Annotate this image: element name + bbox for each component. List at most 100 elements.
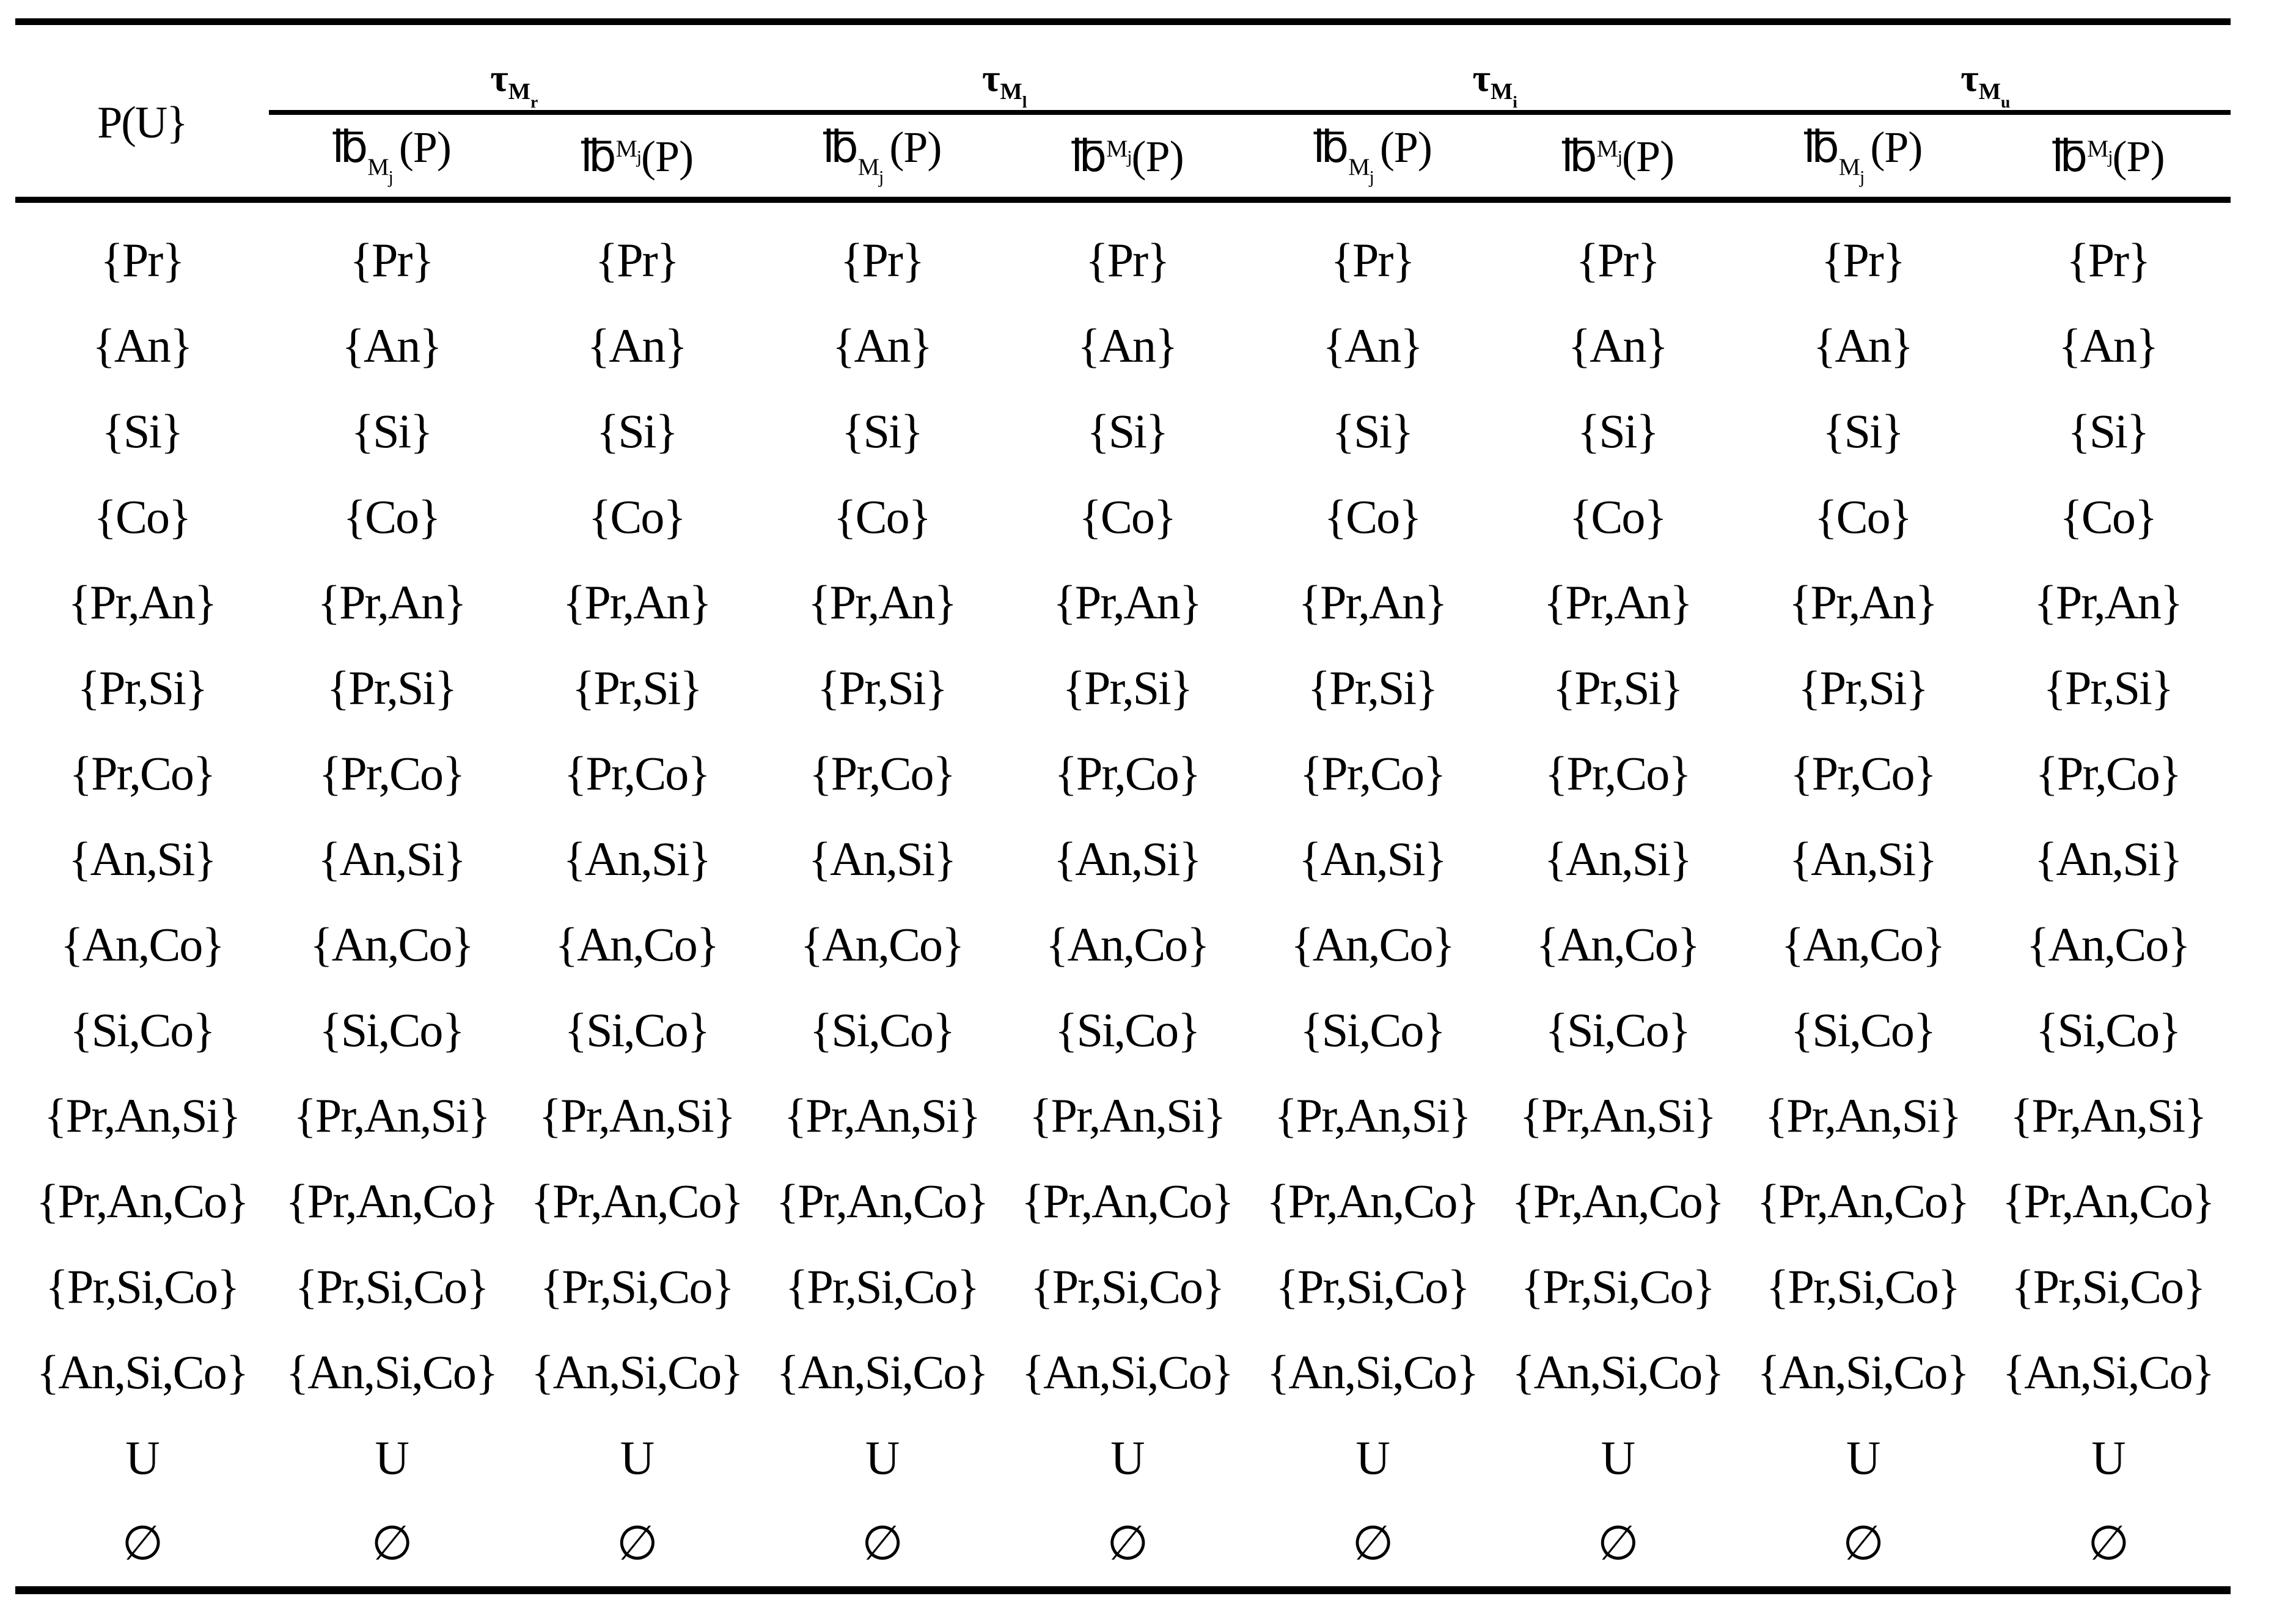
row-label: {Pr,An,Si} xyxy=(44,1089,241,1142)
table-cell: {Pr,An,Co} xyxy=(1021,1174,1234,1228)
table-cell: {Pr,Si} xyxy=(2043,661,2174,714)
column-header-upper-approximation: ℔Mj(P) xyxy=(1495,115,1740,197)
column-header-upper-approximation: ℔Mj(P) xyxy=(1005,115,1250,197)
group-header-tau-Mi: τMi xyxy=(1250,25,1740,115)
table-cell: {Co} xyxy=(343,490,441,543)
table-cell: ∅ xyxy=(1843,1517,1884,1570)
operator-argument: (P) xyxy=(1379,122,1432,172)
table-cell: {An,Si,Co} xyxy=(1021,1345,1234,1399)
table-cell: ∅ xyxy=(1352,1517,1394,1570)
table-cell: {Pr,An} xyxy=(1053,576,1202,629)
table-cell: {Pr,Si,Co} xyxy=(1520,1260,1715,1313)
column-header-upper-approximation: ℔Mj(P) xyxy=(1986,115,2231,197)
table-cell: {Si,Co} xyxy=(1300,1003,1445,1056)
group-header-tau-Ml: τMl xyxy=(759,25,1250,115)
tau-notation: τMl xyxy=(982,59,1027,110)
table-cell: {Co} xyxy=(1814,490,1912,543)
table-cell: U xyxy=(2091,1431,2125,1484)
table-cell: {An,Co} xyxy=(1536,918,1701,971)
table-cell: {Pr,Si} xyxy=(1062,661,1194,714)
table-cell: U xyxy=(1355,1431,1390,1484)
table-cell: {Pr,Co} xyxy=(809,747,956,800)
approximation-operator: ℔Mj(P) xyxy=(1313,122,1432,188)
row-label: {Si,Co} xyxy=(70,1003,215,1056)
table-cell: {Pr,An,Si} xyxy=(538,1089,736,1142)
table-cell: {Pr,Si,Co} xyxy=(295,1260,490,1313)
table-cell: {An,Co} xyxy=(800,918,965,971)
table-cell: {Si,Co} xyxy=(1545,1003,1691,1056)
table-cell: {Si} xyxy=(1577,405,1659,458)
approximation-table: P(U} τMr τMl τMi τMu ℔Mj(P) ℔Mj(P) ℔Mj(P) ℔Mj(P… xyxy=(15,18,2231,1594)
lb-bar-symbol: ℔ xyxy=(1561,130,1597,181)
table-cell: {Si,Co} xyxy=(319,1003,464,1056)
table-cell: {Pr,An} xyxy=(1298,576,1448,629)
table-cell: {An,Co} xyxy=(1781,918,1946,971)
operator-argument: (P) xyxy=(398,122,452,172)
table-bottom-rule xyxy=(15,1586,2231,1594)
table-cell: {Pr,Si} xyxy=(1798,661,1929,714)
table-cell: {An} xyxy=(1813,319,1913,372)
table-cell: {An} xyxy=(832,319,933,372)
table-cell: {Co} xyxy=(2059,490,2157,543)
table-cell: U xyxy=(1601,1431,1635,1484)
table-cell: {Pr} xyxy=(2066,233,2151,287)
table-cell: {An,Si} xyxy=(1053,832,1202,885)
table-cell: {An,Si,Co} xyxy=(776,1345,988,1399)
row-label: U xyxy=(125,1431,160,1484)
table-cell: {Pr,An,Co} xyxy=(1756,1174,1970,1228)
lb-bar-symbol: ℔ xyxy=(332,120,368,172)
row-label: {An,Si} xyxy=(68,832,217,885)
row-label: {An} xyxy=(92,319,193,372)
tau-symbol: τ xyxy=(1472,56,1491,100)
table-cell: {An} xyxy=(1077,319,1178,372)
header-bottom-rule xyxy=(15,197,2231,203)
table-cell: {Pr} xyxy=(1821,233,1905,287)
table-cell: U xyxy=(620,1431,655,1484)
table-cell: {Pr,Co} xyxy=(1299,747,1447,800)
table-cell: {Pr,Si} xyxy=(326,661,458,714)
table-cell: {An} xyxy=(1322,319,1423,372)
table-cell: U xyxy=(1110,1431,1145,1484)
table-cell: {An,Si} xyxy=(318,832,466,885)
tau-subscript: Mi xyxy=(1491,78,1517,111)
table-cell: {Pr,An,Si} xyxy=(2010,1089,2207,1142)
table-cell: {Pr,An} xyxy=(2034,576,2183,629)
table-cell: ∅ xyxy=(2088,1517,2129,1570)
table-cell: ∅ xyxy=(371,1517,413,1570)
table-cell: {Si} xyxy=(596,405,678,458)
operator-script: Mj xyxy=(1596,134,1623,167)
table-cell: {An,Si,Co} xyxy=(1266,1345,1479,1399)
table-cell: {An,Co} xyxy=(1046,918,1210,971)
table-cell: {An,Si,Co} xyxy=(1757,1345,1969,1399)
table-cell: {Pr,An,Si} xyxy=(1029,1089,1227,1142)
table-cell: {An,Si} xyxy=(563,832,711,885)
operator-script: Mj xyxy=(615,134,642,167)
table-cell: {Pr,Si,Co} xyxy=(2011,1260,2206,1313)
table-cell: {Si} xyxy=(1332,405,1414,458)
table-cell: {Pr,Si} xyxy=(572,661,703,714)
row-label: {Pr} xyxy=(100,233,185,287)
corner-header-power-set: P(U} xyxy=(97,98,188,148)
table-cell: {Pr,Co} xyxy=(564,747,711,800)
table-cell: U xyxy=(865,1431,900,1484)
table-cell: ∅ xyxy=(1597,1517,1639,1570)
tau-subscript: Mu xyxy=(1978,78,2011,111)
table-cell: {Pr,An} xyxy=(1789,576,1938,629)
lb-bar-symbol: ℔ xyxy=(1803,120,1839,172)
row-label: {Pr,Si,Co} xyxy=(45,1260,240,1313)
operator-script: Mj xyxy=(1348,153,1374,188)
table-cell: {Si} xyxy=(1087,405,1168,458)
table-cell: {An} xyxy=(587,319,688,372)
tau-symbol: τ xyxy=(490,56,508,100)
table-cell: {An} xyxy=(2058,319,2158,372)
row-label: {Co} xyxy=(94,490,192,543)
table-cell: {Si} xyxy=(2067,405,2149,458)
column-header-lower-approximation: ℔Mj(P) xyxy=(1740,115,1986,197)
column-header-lower-approximation: ℔Mj(P) xyxy=(760,115,1005,197)
lb-bar-symbol: ℔ xyxy=(1313,120,1349,172)
lb-bar-symbol: ℔ xyxy=(1071,130,1107,181)
operator-script: Mj xyxy=(2087,134,2113,167)
table-cell: {Co} xyxy=(1569,490,1667,543)
table-cell: {Co} xyxy=(834,490,931,543)
